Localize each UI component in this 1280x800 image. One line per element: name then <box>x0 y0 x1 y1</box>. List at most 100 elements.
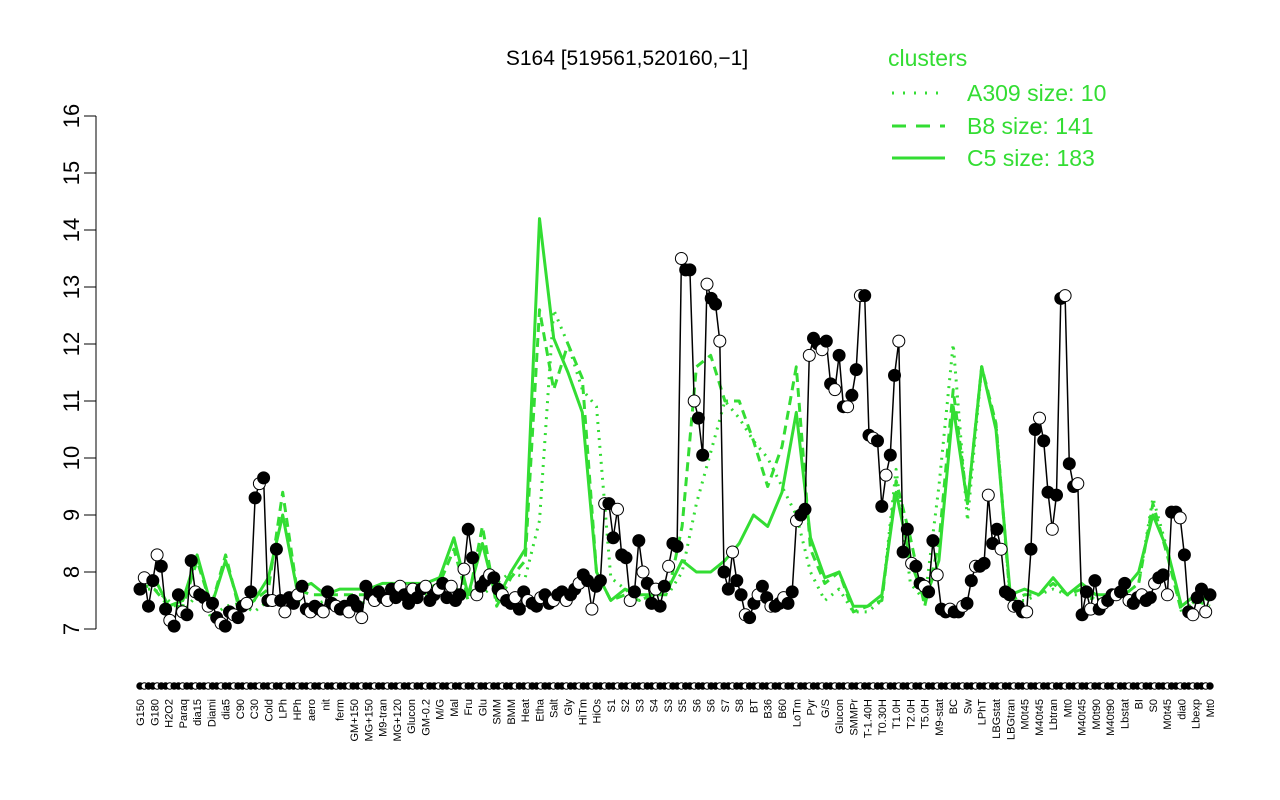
x-tick-label: G150 <box>135 699 147 726</box>
data-point <box>585 602 599 616</box>
legend-entry-b8: B8 size: 141 <box>967 113 1094 139</box>
data-point <box>785 585 799 599</box>
x-tick-label: Sw <box>963 699 975 714</box>
data-point <box>1037 434 1051 448</box>
x-tick-label: dia5 <box>221 699 233 720</box>
x-tick-label: M/G <box>435 699 447 720</box>
x-tick-label: Lbexp <box>1191 699 1203 729</box>
data-point <box>674 252 688 265</box>
x-tick-label: S5 <box>677 699 689 712</box>
x-tick-label: SMMPr <box>848 699 860 736</box>
data-point <box>321 585 335 599</box>
data-point <box>670 539 684 553</box>
x-axis: G150 G180 H2O2 Paraq dia15 Diami dia5 C90 C30 Col… <box>135 682 1217 742</box>
data-point <box>1088 574 1102 588</box>
series-line-dotted <box>140 308 1211 620</box>
data-point <box>1156 568 1170 582</box>
x-tick-label: BMM <box>506 699 518 725</box>
y-tick-label: 8 <box>59 566 84 578</box>
data-point <box>909 559 923 573</box>
x-tick-label: Mt0 <box>1062 699 1074 717</box>
x-tick-label: HPh <box>292 699 304 720</box>
data-point <box>619 551 633 565</box>
x-tick-label: S7 <box>720 699 732 712</box>
x-tick-label: SMM <box>492 699 504 725</box>
data-point <box>457 562 471 576</box>
data-point <box>657 579 671 593</box>
data-point <box>636 565 650 579</box>
data-point <box>653 599 667 613</box>
data-point <box>922 585 936 599</box>
data-point <box>726 545 739 559</box>
data-point <box>892 334 906 348</box>
data-point <box>150 548 164 562</box>
data-point <box>798 502 812 516</box>
data-point <box>350 599 364 613</box>
x-tick-label: LPhT <box>977 699 989 726</box>
data-point <box>845 388 859 402</box>
data-point <box>206 596 219 610</box>
data-point <box>981 488 995 502</box>
data-point <box>257 471 271 485</box>
data-point <box>295 579 309 593</box>
data-point <box>930 568 944 582</box>
data-point <box>142 599 155 613</box>
x-tick-label: Diami <box>206 699 218 727</box>
data-point <box>700 277 714 291</box>
data-point <box>1020 605 1034 619</box>
x-tick-label: Gly <box>563 699 575 716</box>
data-point <box>662 559 676 573</box>
x-tick-label: Cold <box>263 699 275 722</box>
data-point <box>926 534 940 548</box>
data-point <box>755 579 769 593</box>
x-tick-label: Fru <box>463 699 475 716</box>
x-tick-label: ferm <box>335 699 347 721</box>
x-tick-label: T-1.40H <box>863 699 875 738</box>
data-point <box>133 582 147 596</box>
x-tick-label: BT <box>749 699 761 713</box>
data-point <box>461 522 475 536</box>
data-point <box>721 582 735 596</box>
data-point <box>1118 576 1132 590</box>
data-point <box>832 348 846 362</box>
data-point <box>879 468 893 482</box>
y-tick-label: 16 <box>59 104 84 128</box>
x-tick-label: B36 <box>763 699 775 719</box>
x-tick-label: M9-stat <box>934 699 946 736</box>
data-point <box>1045 522 1059 536</box>
y-tick-label: 9 <box>59 509 84 521</box>
x-tick-label: Salt <box>549 699 561 718</box>
data-point <box>696 448 710 462</box>
x-tick-label: Glucon <box>834 699 846 734</box>
x-tick-label: BC <box>948 699 960 714</box>
data-point <box>683 263 697 277</box>
data-point <box>146 574 160 588</box>
data-point <box>159 602 173 616</box>
chart-title: S164 [519561,520160,−1] <box>506 47 748 70</box>
data-point <box>709 297 722 311</box>
data-point <box>871 434 884 448</box>
data-point <box>1033 411 1046 425</box>
x-tick-label: M40t45 <box>1034 699 1046 736</box>
data-point <box>802 348 816 362</box>
data-point <box>453 588 467 602</box>
data-point <box>734 588 748 602</box>
x-tick-label: S4 <box>649 699 661 712</box>
data-point <box>466 551 479 565</box>
x-tick-label: MG+150 <box>363 699 375 742</box>
x-tick-label: S2 <box>620 699 632 712</box>
x-tick-label: S6 <box>706 699 718 712</box>
legend-entry-a309: A309 size: 10 <box>967 80 1106 106</box>
x-tick-label: M0t45 <box>1162 699 1174 730</box>
x-tick-label: G/S <box>820 699 832 718</box>
x-tick-label: C90 <box>235 699 247 719</box>
data-point <box>1024 542 1038 556</box>
x-tick-label: Mt0 <box>1205 699 1217 717</box>
data-point <box>977 556 991 570</box>
x-tick-label: HiTm <box>577 699 589 725</box>
data-point <box>1177 548 1191 562</box>
data-point <box>632 534 646 548</box>
x-tick-label: M40t45 <box>1077 699 1089 736</box>
x-tick-label: HiOs <box>592 699 604 724</box>
